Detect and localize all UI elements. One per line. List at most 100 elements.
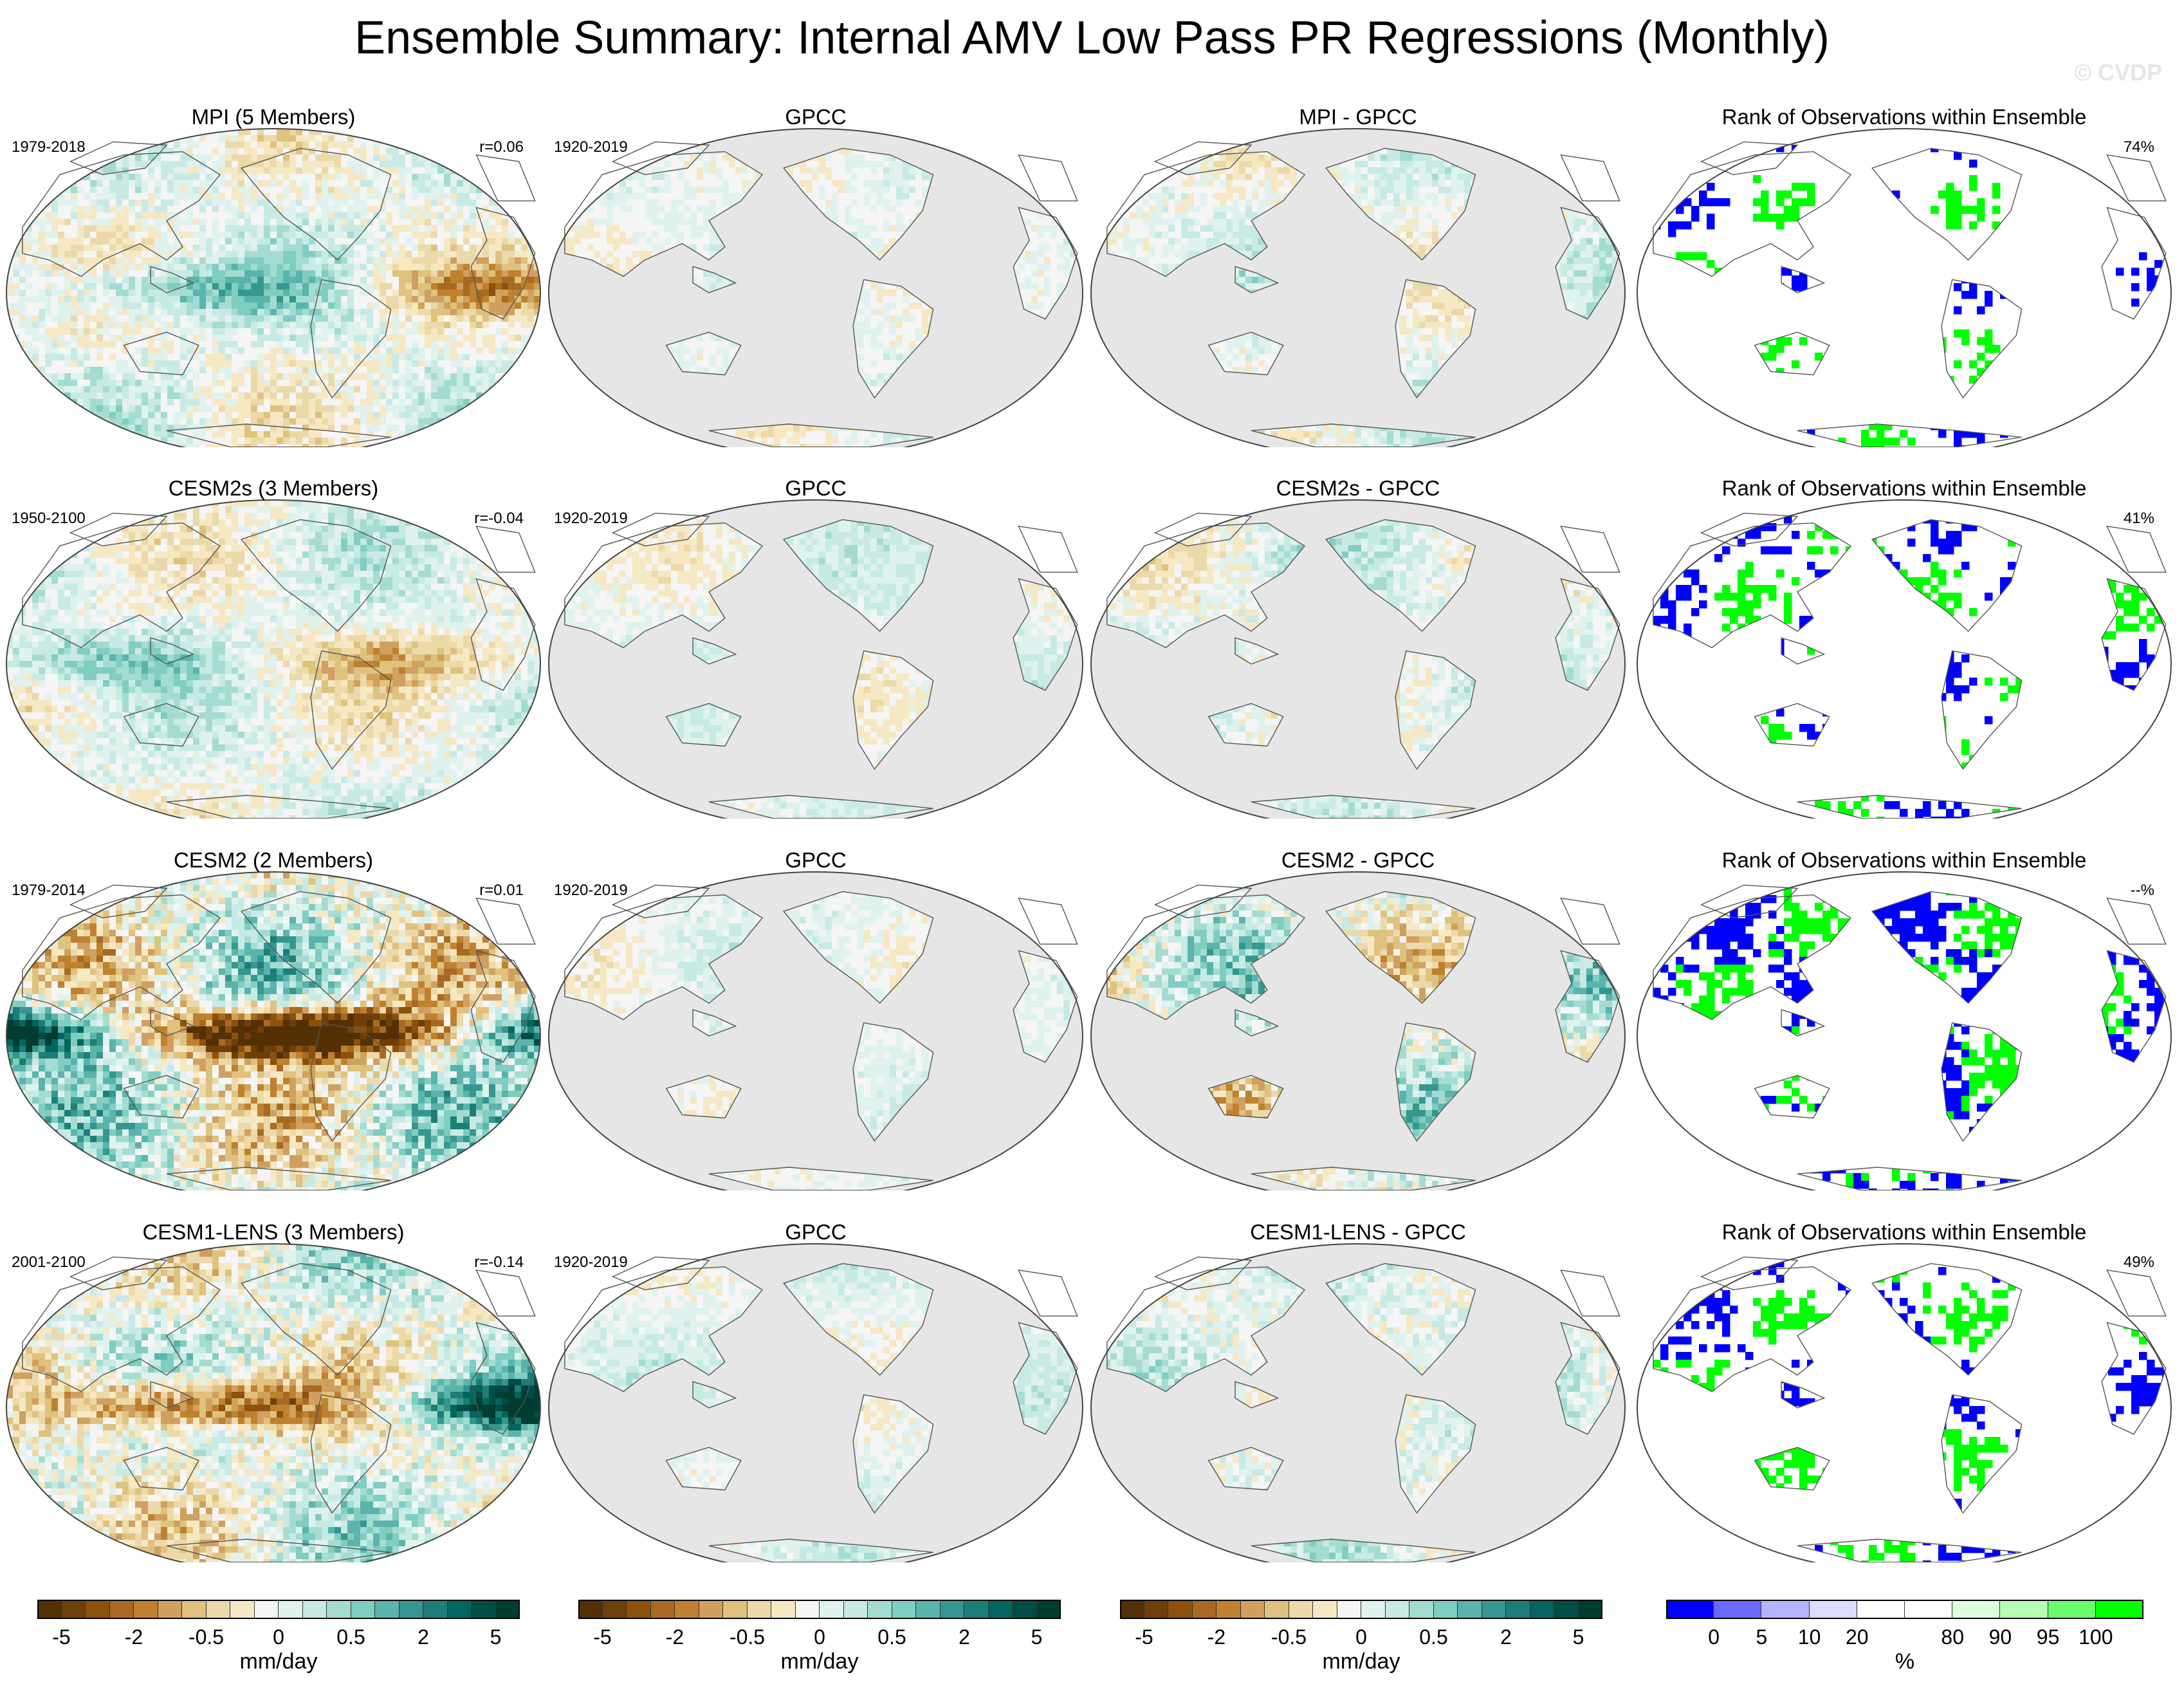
map-border [1637,128,2172,447]
map-border [1090,1243,1626,1562]
colorbar-swatch [302,1600,327,1619]
colorbar-tick-label: 95 [2037,1625,2060,1649]
colorbar-swatch [916,1600,941,1619]
colorbar-swatch [1482,1600,1506,1619]
panel-title: Rank of Observations within Ensemble [1631,848,2178,873]
panel-stat: r=0.06 [479,138,524,156]
colorbar-swatch [37,1600,62,1619]
panel-stat: 74% [2124,138,2154,156]
colorbar-swatch [1714,1600,1762,1619]
colorbar-swatch [158,1600,182,1619]
map-model [6,128,541,447]
coastline [1106,141,1620,447]
map-panel: GPCC 1920-2019 [542,1220,1089,1588]
map-panel: GPCC 1920-2019 [542,105,1089,473]
colorbar-swatch [86,1600,110,1619]
map-rank [1637,1243,2172,1562]
colorbar-tick-label: -5 [52,1625,70,1649]
map-diff [1090,499,1626,819]
colorbar-unit: mm/day [240,1649,318,1674]
coastline [1653,1256,2167,1562]
map-panel: CESM2s (3 Members) 1950-2100 r=-0.04 [0,476,547,844]
colorbar-swatch [2000,1600,2048,1619]
colorbar-unit: % [1895,1649,1914,1674]
colorbar-swatch [747,1600,771,1619]
panel-stat: r=0.01 [479,882,524,900]
panel-period: 1920-2019 [554,1254,628,1272]
panel-period: 1920-2019 [554,510,628,528]
map-panel: CESM2s - GPCC [1085,476,1631,844]
colorbar-swatch [1409,1600,1434,1619]
colorbar-tick-label: 5 [1031,1625,1043,1649]
colorbar-swatch [1036,1600,1061,1619]
colorbar-boxes [37,1600,520,1619]
colorbar-swatch [1289,1600,1313,1619]
colorbar-swatch [1168,1600,1193,1619]
coastline [22,884,536,1190]
map-panel: CESM2 (2 Members) 1979-2014 r=0.01 [0,848,547,1216]
coastline [22,1256,536,1562]
colorbar-swatch [182,1600,206,1619]
colorbar-tick-label: -0.5 [730,1625,765,1649]
colorbar-swatch [1265,1600,1289,1619]
colorbar-tick-label: -0.5 [1271,1625,1307,1649]
colorbar-tick-label: 2 [418,1625,429,1649]
panel-title: CESM2 (2 Members) [0,848,547,873]
colorbar-swatch [699,1600,723,1619]
colorbar-swatch [495,1600,520,1619]
colorbar-swatch [1361,1600,1386,1619]
map-border [1637,1243,2172,1562]
panel-period: 1979-2018 [12,138,86,156]
panel-stat: 49% [2124,1254,2154,1272]
coastline [1653,884,2167,1190]
colorbar-swatch [1904,1600,1953,1619]
colorbar-tick-label: 0 [814,1625,825,1649]
colorbar-tick-label: 0 [273,1625,284,1649]
colorbar-swatch [1666,1600,1714,1619]
map-panel: MPI - GPCC [1085,105,1631,473]
colorbar-swatch [1313,1600,1337,1619]
colorbar-tick-label: 0 [1355,1625,1367,1649]
colorbar-tick-label: 0 [1708,1625,1720,1649]
colorbar-swatch [1337,1600,1361,1619]
panel-period: 1950-2100 [12,510,86,528]
panel-title: CESM2s (3 Members) [0,476,547,501]
colorbar-swatch [868,1600,892,1619]
colorbar-swatch [650,1600,675,1619]
map-border [1090,128,1626,447]
coastline [1106,884,1620,1190]
coastline [564,884,1078,1190]
coastline [1106,1256,1620,1562]
colorbar-tick-label: 5 [1573,1625,1584,1649]
colorbar-swatch [675,1600,699,1619]
colorbar-swatch [771,1600,796,1619]
colorbar-swatch [843,1600,868,1619]
colorbar-swatch [279,1600,303,1619]
panel-title: GPCC [542,848,1089,873]
panel-title: GPCC [542,105,1089,129]
panel-period: 1979-2014 [12,882,86,900]
colorbar-swatch [134,1600,158,1619]
colorbar-swatch [1240,1600,1265,1619]
colorbar-tick-label: -2 [125,1625,143,1649]
colorbar-swatch [1506,1600,1530,1619]
colorbar-tick-label: -5 [593,1625,611,1649]
figure-title: Ensemble Summary: Internal AMV Low Pass … [0,12,2184,64]
colorbar-swatch [602,1600,627,1619]
panel-title: CESM1-LENS (3 Members) [0,1220,547,1244]
colorbar-unit: mm/day [1323,1649,1400,1674]
map-obs [548,128,1083,447]
map-rank [1637,128,2172,447]
colorbar-swatch [1433,1600,1458,1619]
colorbar-swatch [940,1600,964,1619]
colorbar-swatch [795,1600,820,1619]
colorbar-tick-label: 90 [1989,1625,2012,1649]
map-globe [1637,500,2171,819]
colorbar-swatch [1013,1600,1037,1619]
map-diff [1090,871,1626,1190]
coastline [564,512,1078,819]
map-border [6,499,541,819]
colorbar-tick-label: 80 [1941,1625,1964,1649]
map-globe [1637,1244,2171,1562]
map-border [548,128,1083,447]
